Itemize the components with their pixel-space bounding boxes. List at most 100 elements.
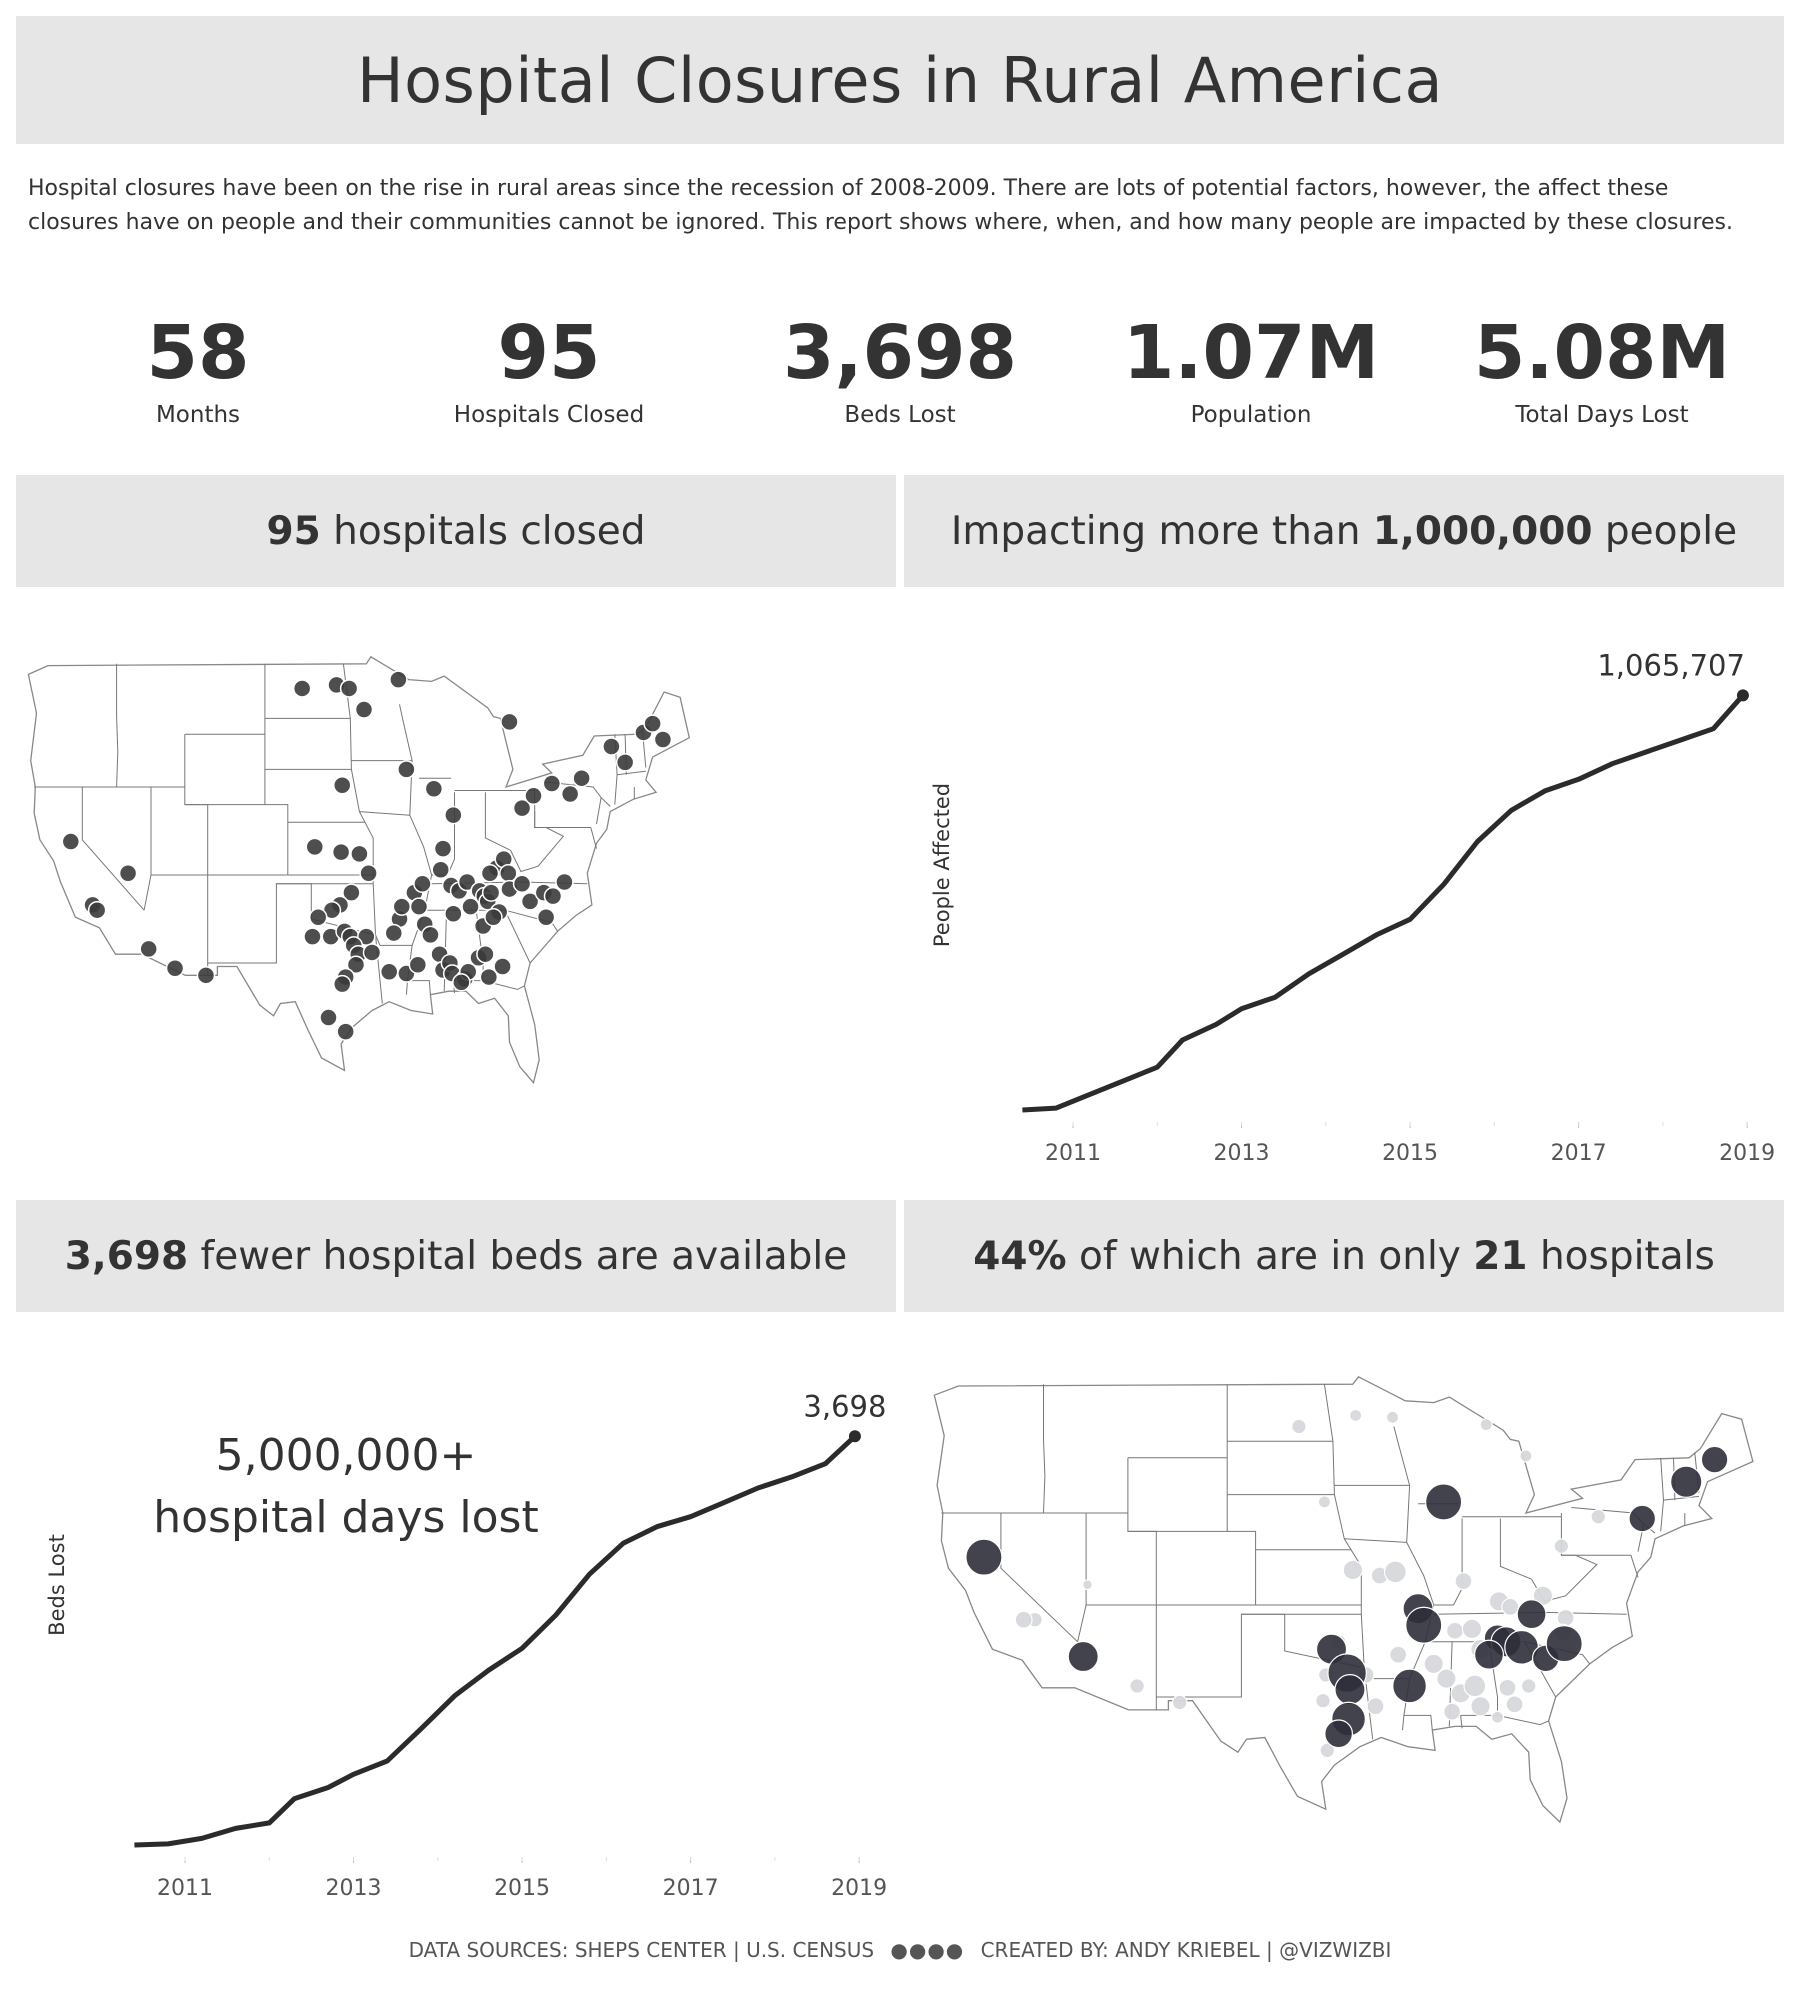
hospital-bubble (1519, 1449, 1533, 1463)
closed-hospital-dot (357, 927, 376, 946)
closed-hospital-dot (339, 679, 359, 698)
state-border (342, 663, 383, 1004)
x-tick-label: 2013 (1214, 1141, 1270, 1160)
state-border (617, 770, 646, 776)
closed-hospital-dot (431, 860, 450, 879)
closed-hospital-dot (354, 700, 374, 719)
kpi-label: Population (1190, 402, 1312, 428)
closed-hospital-dot (452, 973, 471, 992)
closed-hospital-dot (408, 955, 428, 975)
days-lost-annotation-line-1: 5,000,000+ (216, 1430, 477, 1481)
hospital-bubble (1315, 1692, 1331, 1709)
bed-concentration-map (933, 1375, 1754, 1824)
people-series-line (1022, 693, 1745, 1113)
closed-hospital-dot (303, 927, 322, 946)
top-hospital-bubble (1334, 1674, 1366, 1706)
top-hospital-bubble (1516, 1599, 1547, 1630)
closed-hospital-dot (643, 714, 662, 733)
closed-hospital-dot (196, 966, 216, 985)
closed-hospital-dot (615, 753, 635, 772)
hospital-bubble (1129, 1678, 1145, 1694)
closed-hospital-dot (493, 957, 512, 976)
hospital-bubble (1454, 1572, 1473, 1591)
concentration-percent: 44% (973, 1233, 1067, 1279)
kpi-value: 95 (497, 310, 601, 396)
beds-count: 3,698 (64, 1233, 189, 1279)
closed-hospital-dot (653, 730, 673, 749)
section-banner-closures: 95 hospitals closed (16, 475, 896, 587)
kpi-total-days-lost: 5.08M Total Days Lost (1432, 310, 1772, 428)
kpi-value: 58 (146, 310, 250, 396)
kpi-beds-lost: 3,698 Beds Lost (730, 310, 1070, 428)
closed-hospital-dot (524, 786, 543, 806)
hospital-bubble (1171, 1694, 1188, 1711)
top-hospital-bubble (1067, 1640, 1099, 1673)
hospital-bubble (1553, 1538, 1570, 1554)
closed-hospital-dot (331, 842, 351, 862)
closed-hospital-dot (512, 874, 532, 894)
closed-hospital-dot (336, 1022, 355, 1041)
closed-hospital-dot (392, 897, 412, 916)
people-text: Impacting more than (950, 508, 1373, 554)
closed-hospital-dot (421, 925, 440, 945)
x-tick-label: 2019 (1719, 1141, 1775, 1160)
intro-line-1: Hospital closures have been on the rise … (28, 176, 1669, 201)
closed-hospital-dot (319, 1008, 338, 1027)
kpi-label: Hospitals Closed (453, 402, 645, 428)
state-border (407, 980, 431, 995)
state-border (542, 781, 611, 807)
hospital-bubble (1366, 1697, 1385, 1716)
closed-hospital-dot (520, 892, 540, 911)
state-border (1499, 1518, 1532, 1580)
hospital-bubble (1479, 1418, 1493, 1432)
closed-hospital-dot (362, 943, 382, 962)
closed-hospital-dot (480, 863, 500, 883)
closed-hospital-dot (87, 900, 107, 920)
footer-dots: ●●●● (890, 1938, 965, 1962)
closed-hospital-dot (397, 760, 416, 779)
section-banner-beds: 3,698 fewer hospital beds are available (16, 1200, 896, 1312)
top-hospital-bubble (965, 1538, 1003, 1576)
closed-hospital-dot (332, 974, 352, 994)
top-hospital-bubble (1405, 1606, 1443, 1644)
state-border (359, 811, 410, 816)
x-tick-label: 2017 (663, 1876, 719, 1901)
state-border (1663, 1495, 1700, 1501)
intro-text: Hospital closures have been on the rise … (28, 172, 1778, 240)
top-hospital-bubble (1545, 1625, 1583, 1663)
hospital-bubble (1498, 1678, 1517, 1697)
state-border (1433, 1518, 1463, 1606)
beds-lost-chart: Beds Lost 5,000,000+ hospital days lost … (45, 1389, 887, 1901)
hospital-bubble (1014, 1610, 1033, 1629)
kpi-population: 1.07M Population (1081, 310, 1421, 428)
closed-hospital-dot (61, 832, 81, 851)
hospital-bubble (1385, 1410, 1400, 1424)
closed-hospital-dot (461, 897, 480, 916)
closed-hospital-dot (350, 844, 369, 864)
hospital-bubble (1436, 1668, 1457, 1689)
y-axis-label: Beds Lost (45, 1534, 69, 1636)
top-hospital-bubble (1670, 1465, 1703, 1498)
closed-hospital-dot (424, 779, 444, 799)
closed-hospital-dot (500, 712, 519, 732)
hospital-bubble (1389, 1645, 1408, 1664)
us-outline (27, 655, 691, 1085)
hospital-bubble (1463, 1674, 1487, 1698)
closed-hospital-dot (572, 768, 591, 788)
concentration-text-2: hospitals (1527, 1233, 1715, 1279)
beds-end-point (848, 1430, 861, 1443)
closed-hospital-dot (433, 839, 453, 858)
x-tick-label: 2017 (1551, 1141, 1607, 1160)
title-banner: Hospital Closures in Rural America (16, 16, 1784, 144)
closed-hospital-dot (479, 967, 499, 987)
hospital-bubble (1520, 1678, 1537, 1694)
state-border (484, 792, 511, 851)
closures-count: 95 (266, 508, 321, 554)
closed-hospital-dot (413, 874, 432, 894)
state-border (1000, 1513, 1078, 1643)
x-tick-label: 2015 (1382, 1141, 1438, 1160)
footer-sources: DATA SOURCES: SHEPS CENTER | U.S. CENSUS (408, 1938, 875, 1962)
x-tick-label: 2013 (326, 1876, 382, 1901)
closed-hospital-dot (359, 863, 378, 883)
footer: DATA SOURCES: SHEPS CENTER | U.S. CENSUS… (0, 1938, 1800, 1962)
